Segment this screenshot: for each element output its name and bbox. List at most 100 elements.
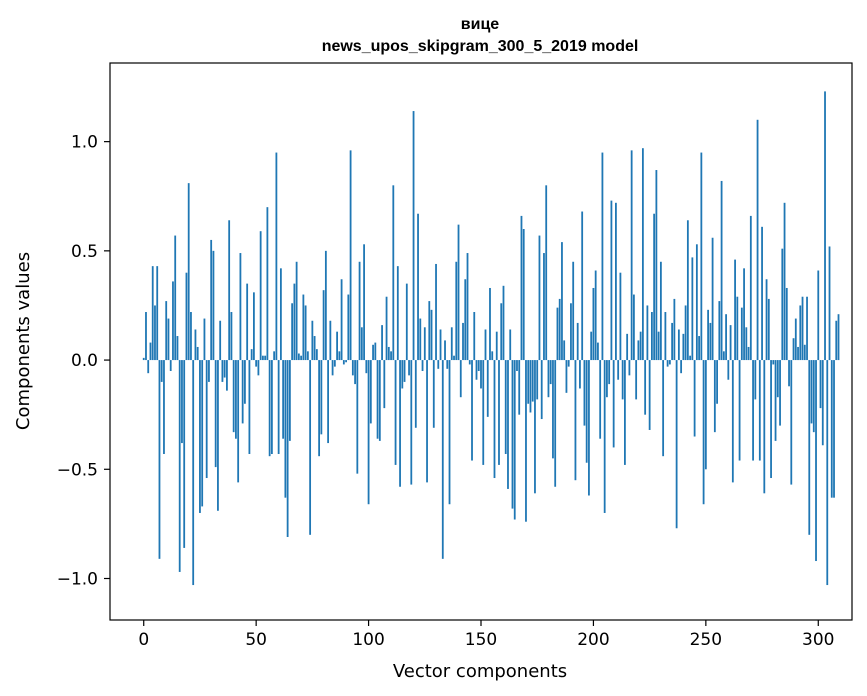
bar [722,351,725,361]
bar [666,360,669,367]
bar [331,360,334,376]
bar [734,259,736,361]
bar [183,360,186,548]
bar [673,298,676,361]
bar [686,220,689,361]
bar [313,336,316,361]
bar [360,327,363,361]
bar [576,322,579,361]
bar [450,327,453,361]
bar [691,257,694,361]
y-tick-label: −1.0 [57,569,98,589]
bar [504,360,507,454]
bar [601,152,604,361]
bar [338,351,341,361]
bar [208,360,210,382]
bar [239,253,242,361]
bar [731,360,734,483]
bar [794,318,797,361]
bar [745,327,748,361]
bar [351,360,354,376]
bar [754,360,757,400]
bar [365,360,368,374]
bar [513,360,516,520]
bar [520,215,523,361]
bar [295,261,298,361]
bar [702,360,705,505]
bar [662,360,665,457]
bar [826,360,829,586]
bar [633,294,635,361]
bar [363,244,365,361]
bar [421,360,424,371]
bar [304,305,307,361]
bar [464,279,467,361]
bar [275,152,278,361]
x-tick-label: 0 [138,630,149,650]
bar [279,268,282,361]
bar [788,360,790,387]
bar [567,360,570,367]
bar [246,283,249,361]
bar [606,360,608,398]
bar [803,344,806,361]
bar [378,360,381,441]
bar [408,360,410,376]
bar [426,360,428,483]
bar [529,360,532,413]
bar [311,320,314,361]
bar [540,360,543,420]
bar [758,360,761,461]
bar [693,360,696,437]
bar [329,320,332,361]
bar [561,242,563,361]
bar [441,360,444,559]
bar [167,318,170,361]
x-tick-label: 250 [690,630,722,650]
bar [646,305,649,361]
bar [154,305,156,361]
bar [790,360,793,485]
bar [707,309,709,361]
bar [797,346,799,361]
bar [570,303,572,361]
bar [563,340,566,361]
bar [700,152,703,361]
bar [675,360,678,529]
bar [534,360,536,494]
bar [668,360,671,365]
bar [644,360,647,415]
bar [221,360,224,382]
bar [315,349,318,361]
bar [486,360,489,417]
bar [572,261,575,361]
bar [828,246,831,361]
bar [756,119,759,361]
bar [554,360,557,487]
bar [603,360,606,513]
bar [489,287,491,361]
bar [484,329,487,361]
bar [291,303,294,361]
bar [671,322,674,361]
bar [594,270,597,361]
bar [738,360,741,461]
bar [767,298,770,361]
bar [547,360,550,398]
bar [781,248,784,361]
bar [300,355,303,361]
bar [226,360,228,391]
bar [729,325,732,361]
bar [387,346,390,361]
bar [511,360,514,509]
bar [374,342,377,361]
bar [579,360,581,389]
bar [545,185,548,361]
bar [682,333,685,361]
bar [610,200,613,361]
bar [574,360,577,481]
bar [765,279,768,361]
bar [491,351,494,361]
bar [178,360,181,572]
bar [830,360,833,498]
